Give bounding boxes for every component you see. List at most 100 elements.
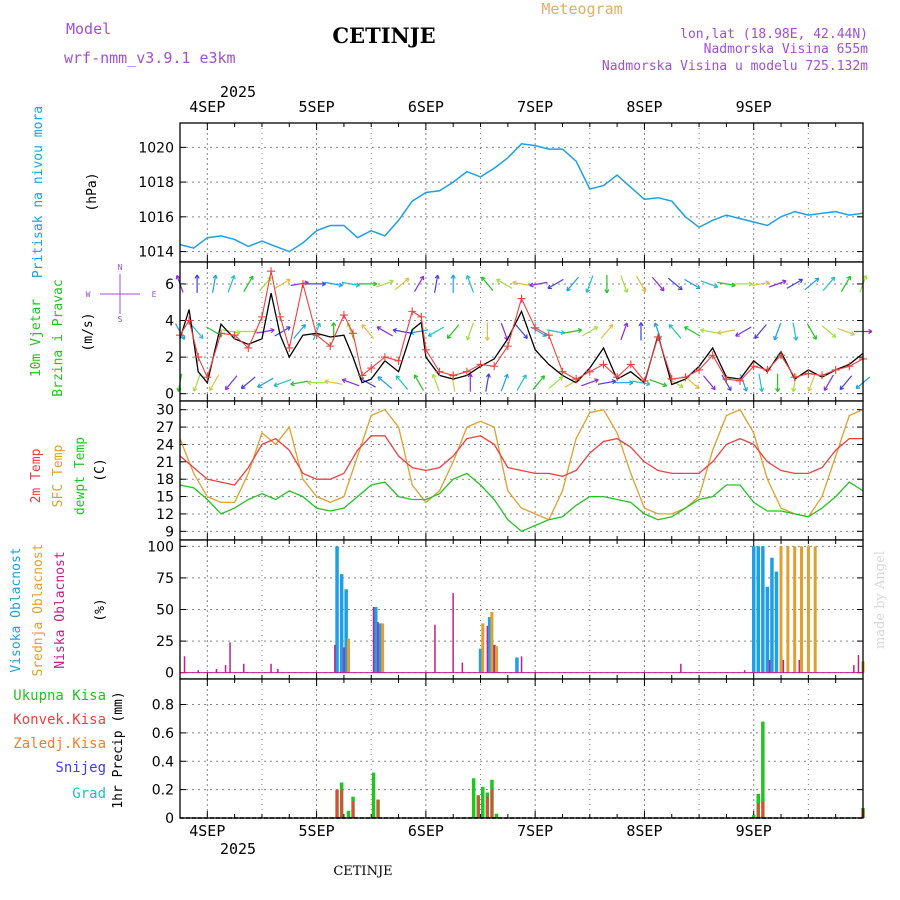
wind-arrow-head	[593, 326, 599, 331]
top-day-label: 9SEP	[736, 98, 772, 116]
wind-arrow	[586, 275, 594, 293]
mid-cloud-bar	[481, 623, 485, 673]
panel-background	[180, 679, 863, 818]
meteogram-title: Meteogram	[541, 0, 622, 18]
total-precip-bar	[481, 786, 485, 818]
wind-arrow-head	[522, 374, 527, 379]
wind-arrow-head	[376, 326, 382, 331]
credit-watermark: made by Angel	[873, 551, 888, 649]
y-tick-label: 1018	[138, 175, 174, 191]
y-tick-label: 15	[156, 490, 174, 506]
wind-arrow-head	[700, 327, 705, 334]
wind-arrow-head	[748, 281, 753, 287]
wind-arrow-head	[341, 378, 347, 384]
wind-arrow-head	[623, 288, 629, 293]
top-day-label: 7SEP	[517, 98, 553, 116]
bottom-day-label: 5SEP	[299, 822, 335, 840]
wind-arrow	[290, 380, 309, 385]
wind-arrow	[293, 324, 306, 339]
wind-arrow-head	[485, 373, 491, 378]
elevation: Nadmorska Visina 655m	[704, 42, 869, 57]
wind-arrow-head	[236, 329, 241, 336]
gust-marker	[722, 375, 731, 384]
high-cloud-bar	[335, 546, 339, 673]
wind-arrow	[222, 329, 241, 334]
wind-arrow-head	[286, 278, 291, 284]
y-tick-label: 2	[165, 350, 174, 366]
low-cloud-bar	[377, 622, 379, 673]
precip-unit: (mm)	[111, 691, 126, 722]
wind-arrow-head	[324, 379, 329, 385]
conv-precip-legend: Konvek.Kisa	[13, 712, 106, 728]
gust-marker	[626, 360, 635, 369]
low-cloud-bar	[486, 625, 489, 673]
wind-arrow	[529, 281, 548, 287]
wind-arrow	[566, 276, 579, 292]
wind-arrow-head	[662, 382, 668, 388]
cloud-panel: 0 25 50 75 100	[147, 539, 865, 682]
pressure-panel: 1014 1016 1018 1020	[138, 122, 864, 263]
cloud-unit: (%)	[93, 598, 108, 621]
gust-marker	[845, 362, 854, 371]
mid-cloud-bar	[800, 546, 803, 673]
high-cloud-bar	[487, 617, 492, 673]
wind-arrow-head	[839, 385, 845, 391]
wind-arrow	[466, 275, 474, 293]
wind-arrow-head	[831, 333, 837, 338]
svg-text:1hr Precip (mm): 1hr Precip (mm)	[111, 691, 126, 808]
wind-arrow-head	[540, 375, 545, 380]
bottom-day-label: 6SEP	[408, 822, 444, 840]
gust-marker	[244, 343, 253, 352]
wind-arrow-head	[450, 274, 456, 279]
wind-arrow	[821, 325, 837, 338]
wind-arrow	[564, 377, 581, 388]
gust-marker	[531, 323, 540, 332]
wind-arrow-head	[212, 274, 218, 280]
wind-arrow-head	[759, 387, 765, 392]
temp2m-line	[179, 435, 863, 486]
wind-arrow	[209, 374, 220, 391]
gust-marker	[599, 360, 608, 369]
wind-arrow	[257, 377, 274, 388]
wind-arrow	[751, 281, 770, 287]
wind-arrow-head	[484, 336, 490, 341]
wind-arrow-head	[638, 322, 644, 327]
low-cloud-bar	[857, 655, 860, 673]
gust-marker	[790, 373, 799, 382]
high-cloud-bar	[765, 586, 770, 673]
gust-marker	[312, 331, 321, 340]
wind-arrow	[274, 326, 291, 337]
gust-marker	[763, 365, 772, 374]
y-tick-label: 0.4	[152, 754, 174, 770]
wind-title-2: Brzina i Pravac	[51, 279, 66, 396]
y-tick-label: 24	[156, 437, 174, 453]
wind-arrow	[274, 278, 291, 289]
wind-arrow	[392, 329, 411, 334]
wind-arrow-head	[481, 276, 486, 282]
wind-arrow-head	[224, 385, 230, 391]
gust-marker	[349, 329, 358, 338]
total-precip-legend: Ukupna Kisa	[13, 688, 106, 704]
wind-arrow-head	[512, 280, 517, 286]
panel-border	[179, 678, 864, 819]
wind-arrow	[597, 380, 616, 385]
y-tick-label: 4	[165, 314, 174, 330]
year-label-top: 2025	[220, 83, 256, 101]
mid-cloud-bar	[381, 623, 385, 673]
gust-marker	[408, 307, 417, 316]
mid-cloud-bar	[806, 546, 810, 673]
low-cloud-bar	[798, 660, 800, 673]
wind-arrow-head	[846, 275, 852, 281]
y-tick-label: 0	[165, 666, 174, 682]
wind-unit: (m/s)	[81, 312, 96, 351]
wind-arrow	[717, 329, 736, 334]
gust-marker	[185, 316, 194, 325]
low-cloud-bar	[215, 668, 218, 673]
wind-arrow	[485, 373, 490, 392]
wind-arrow	[376, 326, 393, 337]
low-cloud-bar	[782, 660, 785, 673]
gust-marker	[476, 360, 485, 369]
gust-marker	[326, 342, 335, 351]
wind-arrow-head	[504, 373, 509, 379]
precip-axis-label: 1hr Precip (mm)	[111, 691, 126, 808]
